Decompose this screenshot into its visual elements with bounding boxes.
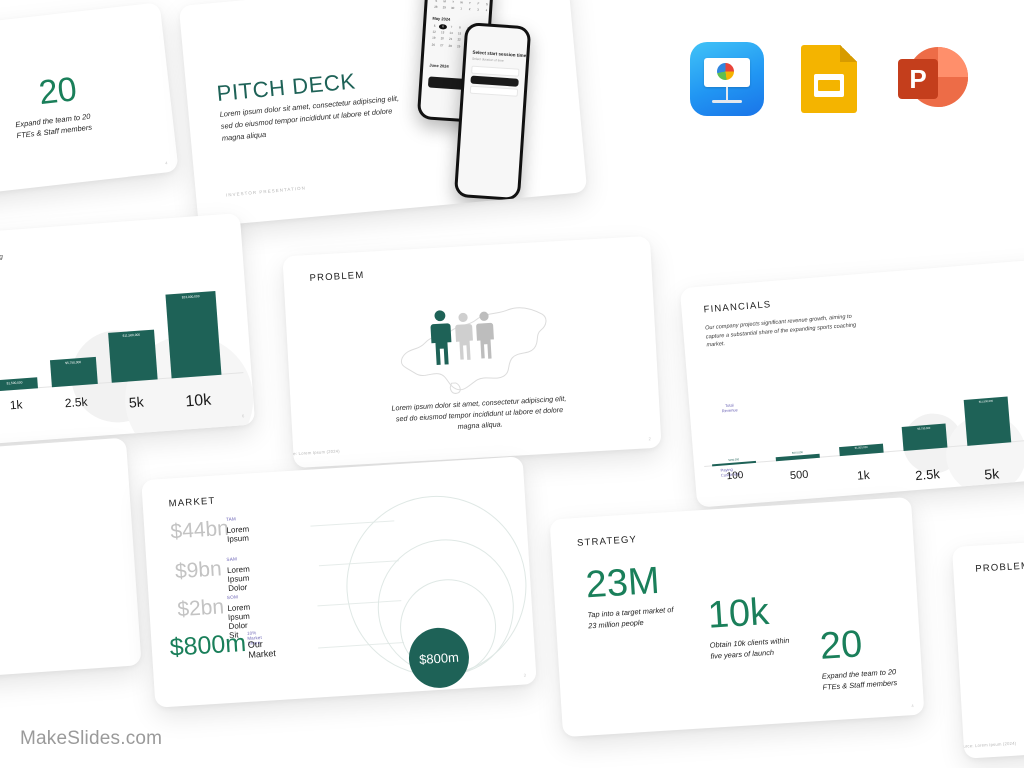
market-row-label: Lorem Ipsum Dolor bbox=[226, 564, 250, 593]
strategy-stat-1: MARKET 23M Tap into a target market of 2… bbox=[584, 560, 674, 631]
chart-bar: $150,000 bbox=[712, 458, 757, 467]
problem-partial-title: PROBLEM bbox=[975, 560, 1024, 575]
slide-market[interactable]: MARKET $44bn TAM Lorem Ipsum $9bn SAM Lo… bbox=[141, 456, 537, 708]
slide-strategy[interactable]: STRATEGY MARKET 23M Tap into a target ma… bbox=[549, 496, 925, 738]
slides-frame-inner-shape bbox=[818, 80, 840, 91]
slide-pitch-deck[interactable]: PITCH DECK Lorem ipsum dolor sit amet, c… bbox=[178, 0, 588, 228]
google-slides-icon[interactable] bbox=[792, 42, 866, 116]
slide-number: 2 bbox=[648, 436, 652, 442]
strategy-desc: Expand the team to 20 FTEs & Staff membe… bbox=[822, 666, 898, 693]
chart-bar: $1,500,000 bbox=[839, 443, 884, 457]
chart-bar-value: $1,500,000 bbox=[6, 380, 23, 386]
chart-bar-value: $150,000 bbox=[728, 458, 740, 463]
strategy-partial-stat2: 20 bbox=[36, 70, 79, 113]
slide-problem-partial[interactable]: PROBLEM Source: Lorem Ipsum (2024) bbox=[951, 529, 1024, 759]
market-row: $2bn SOM Lorem Ipsum Dolor Sit bbox=[176, 594, 251, 640]
chart-bar-value: $11,500,000 bbox=[978, 399, 994, 404]
market-row: $9bn SAM Lorem Ipsum Dolor bbox=[174, 556, 250, 593]
chart-x-tick: 5k bbox=[128, 393, 145, 411]
ppt-circle-dark-shape bbox=[938, 77, 968, 107]
chart-bar: $23,000,000 bbox=[165, 290, 222, 379]
chart-x-tick: 2.5k bbox=[914, 466, 941, 484]
phone-calendar-month1: May 2024 bbox=[432, 15, 451, 22]
market-row-value: $9bn bbox=[174, 557, 223, 584]
phone-calendar-month2: June 2024 bbox=[429, 62, 449, 69]
chart-x-tick: 1k bbox=[9, 397, 23, 413]
chart-bar-value: $23,000,000 bbox=[181, 294, 200, 300]
market-row-label: Lorem Ipsum bbox=[226, 524, 250, 544]
strategy-desc: Tap into a target market of 23 million p… bbox=[587, 604, 674, 631]
powerpoint-icon[interactable]: P bbox=[894, 42, 968, 116]
chart-bar-value: $11,500,000 bbox=[122, 332, 141, 338]
phone-mockup-time: Select start session time Select duratio… bbox=[453, 22, 532, 202]
problem-title: PROBLEM bbox=[309, 269, 365, 284]
keynote-pie-shape bbox=[717, 63, 734, 80]
keynote-icon[interactable] bbox=[690, 42, 764, 116]
slide-financials[interactable]: FINANCIALS Our company projects signific… bbox=[679, 256, 1024, 508]
watermark: MakeSlides.com bbox=[20, 728, 163, 749]
strategy-value: 20 bbox=[818, 623, 864, 668]
keynote-stand-shape bbox=[726, 87, 728, 101]
slide-number: 4 bbox=[164, 160, 168, 166]
market-row-value: $2bn bbox=[176, 595, 225, 622]
slide-financials-partial[interactable]: …ue growth, aiming to …nding sports coac… bbox=[0, 212, 256, 456]
strategy-value: 23M bbox=[584, 559, 661, 607]
financials-title: FINANCIALS bbox=[703, 299, 772, 316]
market-row: $44bn TAM Lorem Ipsum bbox=[169, 516, 250, 545]
slide-phone-mockup[interactable]: Select start session date Select interva… bbox=[0, 437, 142, 683]
slide-problem-center[interactable]: PROBLEM Lorem ipsum dolor sit amet, cons… bbox=[282, 235, 662, 469]
market-row: $800m 10% Market Share Our Market bbox=[168, 628, 276, 663]
market-row-value: $44bn bbox=[169, 516, 230, 544]
pitch-deck-footer: INVESTOR PRESENTATION bbox=[225, 185, 307, 198]
chart-bar-value: $5,750,000 bbox=[65, 359, 82, 366]
market-row-tag: TAM bbox=[225, 516, 237, 522]
slide-number: 3 bbox=[523, 672, 527, 678]
market-row-tag: SAM bbox=[226, 556, 238, 563]
strategy-stat-2: 10k Obtain 10k clients within five years… bbox=[707, 591, 791, 662]
slides-fold-shape bbox=[840, 45, 857, 62]
market-row-value: $800m bbox=[168, 628, 247, 662]
phone-screen-time: Select start session time Select duratio… bbox=[457, 25, 529, 198]
market-row-label: Our Market bbox=[247, 638, 277, 660]
chart-bar: $575,000 bbox=[775, 451, 820, 462]
chart-bar: $11,500,000 bbox=[108, 329, 158, 383]
phone-time-subtitle: Select duration of time bbox=[471, 56, 504, 63]
strategy-stat-3: 20 Expand the team to 20 FTEs & Staff me… bbox=[819, 622, 898, 693]
people-group-icon bbox=[430, 310, 494, 365]
chart-bar-value: $1,500,000 bbox=[854, 445, 868, 450]
chart-bar: $1,500,000 bbox=[0, 377, 38, 392]
strategy-desc: Obtain 10k clients within five years of … bbox=[709, 635, 790, 662]
chart-bar: $11,500,000 bbox=[963, 396, 1012, 446]
slide-strategy-partial[interactable]: 10k Obtain 10k clients within five years… bbox=[0, 2, 179, 204]
chart-bar: $5,750,000 bbox=[901, 423, 948, 451]
slide-number: 4 bbox=[911, 703, 915, 709]
market-title: MARKET bbox=[168, 495, 216, 510]
chart-x-tick: 1k bbox=[856, 467, 871, 483]
chart-bar-value: $575,000 bbox=[791, 451, 803, 455]
phone-time-option-3[interactable] bbox=[469, 85, 519, 97]
strategy-partial-stat2-desc: Expand the team to 20 FTEs & Staff membe… bbox=[15, 111, 93, 141]
market-row-tag: SOM bbox=[226, 594, 239, 601]
chart-x-tick: 500 bbox=[789, 468, 809, 483]
financials-partial-desc: …ue growth, aiming to …nding sports coac… bbox=[0, 242, 3, 267]
chart-x-tick: 100 bbox=[726, 469, 744, 483]
strategy-value: 10k bbox=[706, 591, 771, 637]
keynote-base-shape bbox=[712, 100, 742, 103]
slide-number: 6 bbox=[241, 413, 245, 419]
chart-bar-value: $5,750,000 bbox=[917, 426, 931, 431]
problem-partial-source: Source: Lorem Ipsum (2024) bbox=[957, 740, 1017, 750]
ppt-letter-badge: P bbox=[898, 59, 938, 99]
problem-source: Source: Lorem Ipsum (2024) bbox=[282, 448, 340, 457]
financials-desc: Our company projects significant revenue… bbox=[705, 308, 906, 350]
strategy-title: STRATEGY bbox=[576, 534, 638, 549]
chart-bar: $5,750,000 bbox=[49, 356, 98, 388]
app-icon-row: P bbox=[690, 42, 968, 116]
ppt-letter: P bbox=[909, 64, 927, 94]
financials-partial-line2: …nding sports coaching bbox=[0, 253, 4, 265]
